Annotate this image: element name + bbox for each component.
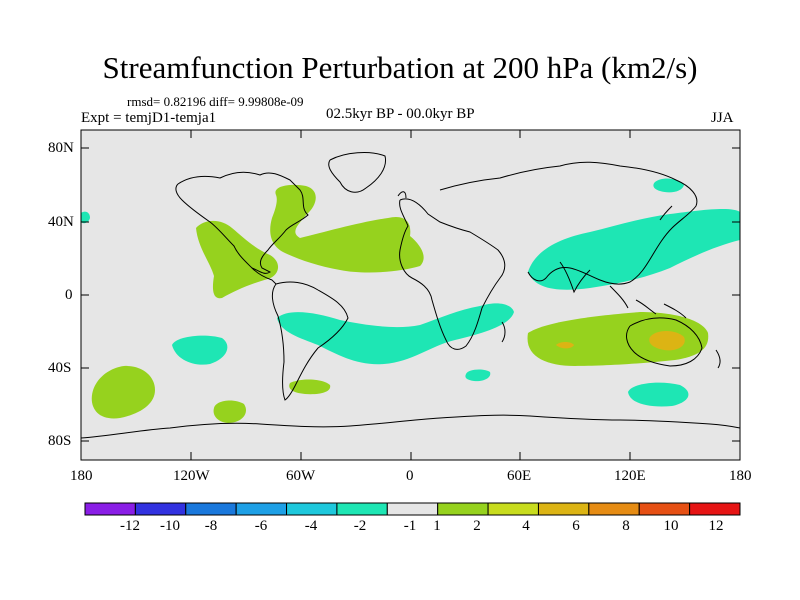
lon-label-180w: 180 [70, 468, 93, 484]
colorbar-swatch [386, 502, 439, 516]
region-southern-band-negative [277, 303, 514, 365]
contour-fill-regions [81, 178, 740, 423]
colorbar-label: -2 [353, 518, 367, 534]
map-background [81, 130, 740, 460]
colorbar-label: -8 [204, 518, 218, 534]
coast-south-america [271, 281, 349, 401]
coast-madagascar [501, 321, 506, 343]
region-north-atlantic-positive [270, 184, 424, 273]
colorbar-label: 1 [433, 518, 441, 534]
region-southeast-pacific-positive [213, 400, 247, 423]
region-south-pacific-positive [91, 365, 155, 419]
lon-ticks [190, 130, 631, 460]
lat-ticks [81, 147, 740, 442]
coast-australia [626, 317, 703, 367]
colorbar-swatch [286, 502, 338, 516]
region-south-atlantic-positive [289, 379, 331, 395]
region-east-asia-negative [528, 208, 740, 290]
season-label: JJA [711, 110, 734, 126]
region-australia-orange [649, 331, 685, 351]
colorbar-swatch [537, 502, 590, 516]
colorbar-swatch [185, 502, 237, 516]
period-label: 02.5kyr BP - 00.0kyr BP [326, 106, 475, 122]
lat-label-40s: 40S [48, 360, 72, 376]
colorbar-swatch [336, 502, 388, 516]
colorbar-label: -10 [160, 518, 180, 534]
coast-uk [397, 191, 407, 199]
colorbar-swatch [588, 502, 640, 516]
coast-antarctica [80, 414, 741, 439]
colorbar-swatch [437, 502, 489, 516]
colorbar-label: 10 [663, 518, 679, 534]
coast-greenland [328, 152, 387, 193]
lon-label-60w: 60W [286, 468, 316, 484]
coast-europe-africa [399, 198, 506, 350]
lon-label-60e: 60E [507, 468, 532, 484]
region-east-pacific-negative [172, 335, 228, 365]
colorbar-swatch [134, 502, 187, 516]
coast-southeast-asia [609, 285, 687, 319]
coast-new-zealand [715, 349, 721, 369]
colorbar-label: 12 [708, 518, 724, 534]
lat-label-40n: 40N [48, 214, 74, 230]
colorbar-label: 8 [622, 518, 630, 534]
colorbar-label: -6 [254, 518, 268, 534]
coast-japan [659, 205, 673, 221]
colorbar-label: -12 [120, 518, 140, 534]
colorbar-label: -1 [403, 518, 417, 534]
region-south-indian-positive [527, 312, 709, 366]
region-west-pacific-edge-negative [81, 211, 90, 224]
region-north-america-positive [196, 220, 279, 299]
coast-india [559, 261, 591, 294]
colorbar-swatch [638, 502, 691, 516]
lat-label-0: 0 [65, 287, 73, 303]
colorbar-label: -4 [304, 518, 318, 534]
lon-label-120w: 120W [173, 468, 210, 484]
colorbar-label: 4 [522, 518, 530, 534]
lon-label-120e: 120E [614, 468, 646, 484]
lon-label-180e: 180 [729, 468, 752, 484]
experiment-label: Expt = temjD1-temja1 [81, 110, 217, 126]
lon-label-0: 0 [406, 468, 414, 484]
plot-title: Streamfunction Perturbation at 200 hPa (… [102, 50, 698, 85]
colorbar-label: 2 [473, 518, 481, 534]
lat-label-80n: 80N [48, 140, 74, 156]
colorbar-label: 6 [572, 518, 580, 534]
colorbar-swatch [689, 502, 741, 516]
colorbar-swatch [84, 502, 136, 516]
colorbar-swatch [235, 502, 288, 516]
coast-north-america [175, 171, 309, 274]
colorbar [84, 502, 741, 516]
coast-central-america [251, 267, 277, 285]
region-indian-orange [556, 342, 574, 349]
lat-label-80s: 80S [48, 433, 72, 449]
region-south-indian-negative [465, 369, 491, 382]
stats-label: rmsd= 0.82196 diff= 9.99808e-09 [127, 94, 304, 109]
region-north-pacific-negative [653, 178, 684, 193]
colorbar-swatch [487, 502, 539, 516]
coastlines [80, 152, 741, 439]
coast-asia [439, 161, 698, 285]
region-south-australia-negative [628, 382, 689, 407]
